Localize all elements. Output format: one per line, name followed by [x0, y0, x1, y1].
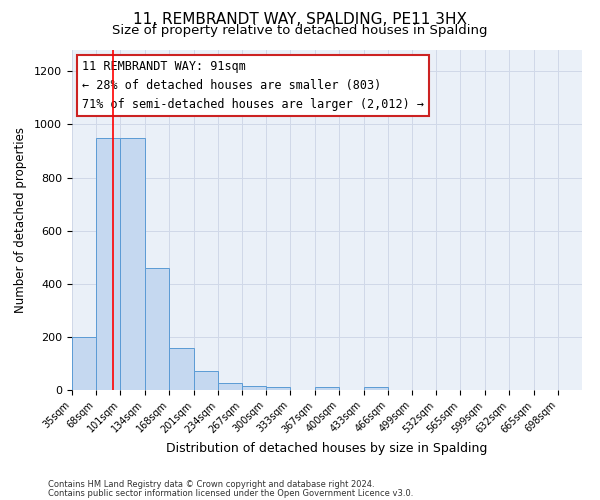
Text: 11, REMBRANDT WAY, SPALDING, PE11 3HX: 11, REMBRANDT WAY, SPALDING, PE11 3HX: [133, 12, 467, 28]
Bar: [121, 138, 145, 390]
Text: Contains public sector information licensed under the Open Government Licence v3: Contains public sector information licen…: [48, 488, 413, 498]
Bar: [96, 138, 121, 390]
Bar: [266, 388, 290, 390]
Bar: [145, 268, 169, 390]
Text: Contains HM Land Registry data © Crown copyright and database right 2024.: Contains HM Land Registry data © Crown c…: [48, 480, 374, 489]
X-axis label: Distribution of detached houses by size in Spalding: Distribution of detached houses by size …: [166, 442, 488, 454]
Bar: [218, 384, 242, 390]
Bar: [364, 388, 388, 390]
Bar: [242, 386, 266, 390]
Bar: [194, 372, 218, 390]
Bar: [169, 348, 194, 390]
Bar: [315, 388, 340, 390]
Text: Size of property relative to detached houses in Spalding: Size of property relative to detached ho…: [112, 24, 488, 37]
Bar: [72, 337, 96, 390]
Y-axis label: Number of detached properties: Number of detached properties: [14, 127, 27, 313]
Text: 11 REMBRANDT WAY: 91sqm
← 28% of detached houses are smaller (803)
71% of semi-d: 11 REMBRANDT WAY: 91sqm ← 28% of detache…: [82, 60, 424, 111]
